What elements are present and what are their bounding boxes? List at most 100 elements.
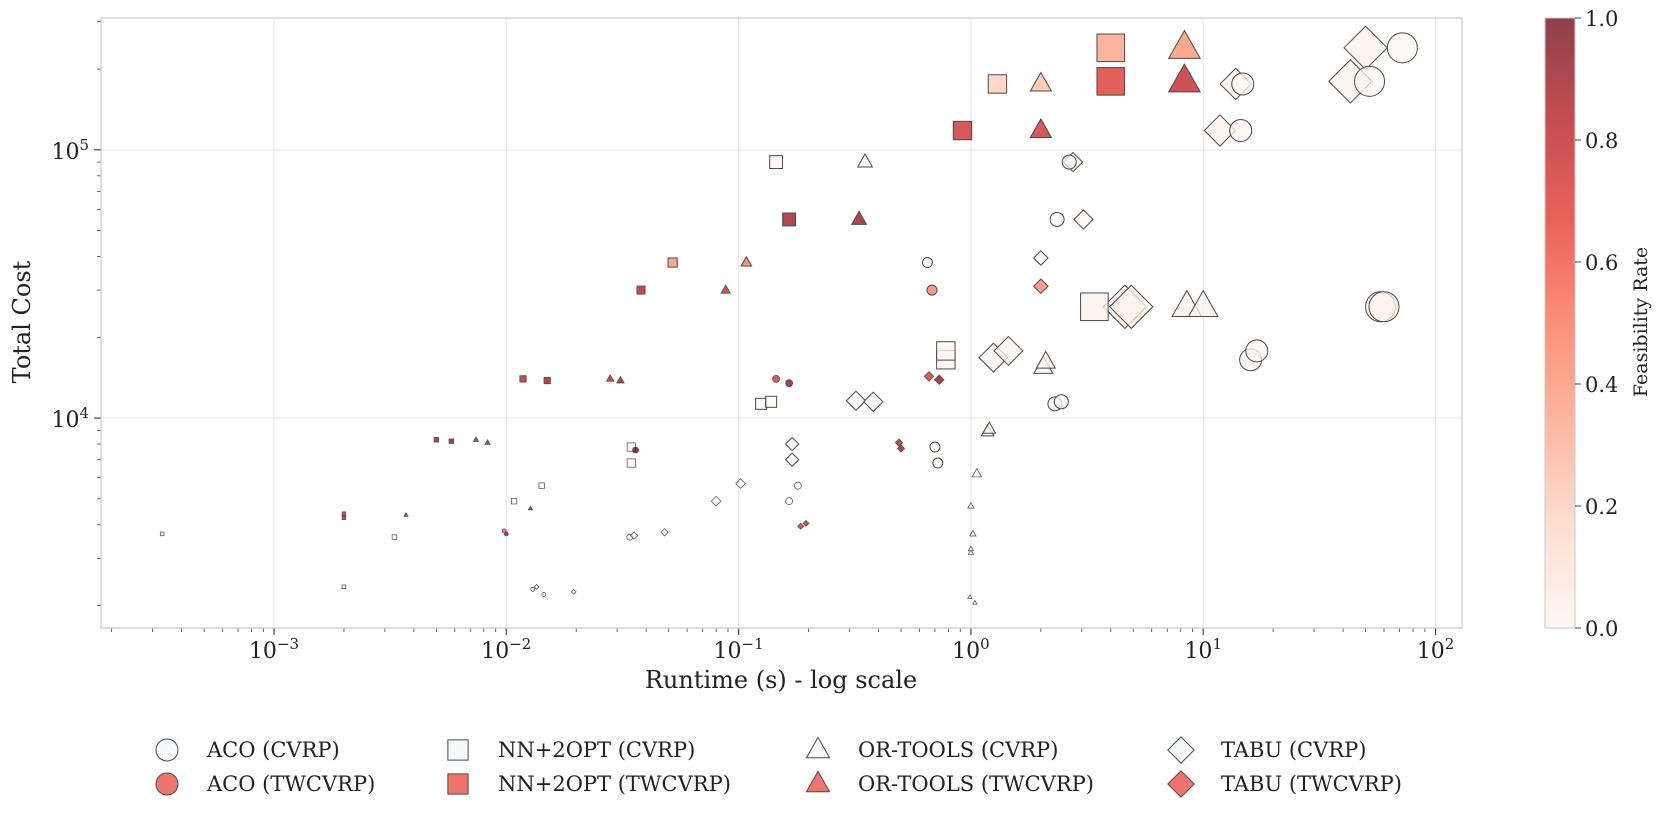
point-or-tools-cvrp [967,501,975,509]
plot-area: 10−3 10−2 10−1 100 101 102 104 105 [51,17,1463,664]
legend-label: OR-TOOLS (TWCVRP) [858,772,1094,796]
point-or-tools-cvrp [971,467,983,478]
point-or-tools-cvrp [967,549,975,555]
legend-marker-or-tools-cvrp [805,736,831,759]
point-or-tools-cvrp [967,594,973,599]
point-or-tools-twcvrp [720,284,732,294]
point-nn-2opt-twcvrp [636,285,646,295]
point-or-tools-twcvrp [472,436,480,442]
point-tabu-twcvrp [933,374,945,386]
point-nn-2opt-twcvrp [987,74,1008,94]
point-tabu-cvrp [660,528,669,537]
x-tick-label: 10−2 [481,635,531,664]
point-aco-twcvrp [503,531,509,537]
point-tabu-twcvrp [797,522,805,530]
legend-marker-aco-cvrp [155,738,179,762]
legend-marker-or-tools-twcvrp [805,770,831,793]
point-tabu-cvrp [862,391,884,413]
point-aco-cvrp [1053,394,1069,410]
point-nn-2opt-twcvrp [1096,67,1126,96]
point-or-tools-twcvrp [740,255,753,267]
point-aco-twcvrp [632,446,639,454]
point-nn-2opt-twcvrp [952,120,973,141]
point-nn-2opt-twcvrp [543,376,551,385]
point-tabu-cvrp [533,583,540,590]
point-aco-cvrp [785,497,793,506]
colorbar-tick-label: 0.2 [1585,495,1618,519]
point-nn-2opt-cvrp [510,498,518,505]
point-aco-cvrp [1245,339,1269,363]
point-nn-2opt-twcvrp [341,515,347,520]
legend-marker-nn-2opt-cvrp [447,739,469,761]
point-tabu-cvrp [570,588,577,595]
colorbar-tick-label: 0.0 [1585,617,1618,641]
point-aco-twcvrp [785,379,793,387]
point-aco-twcvrp [926,284,938,296]
point-tabu-twcvrp [923,371,935,382]
point-or-tools-twcvrp [850,210,868,225]
point-aco-cvrp [1229,119,1253,143]
point-aco-cvrp [929,441,941,453]
point-aco-twcvrp [772,375,780,383]
plot-frame [100,17,1463,629]
point-tabu-cvrp [1073,209,1094,230]
x-tick-label: 10−1 [714,635,764,664]
legend-label: TABU (CVRP) [1221,738,1366,762]
point-nn-2opt-cvrp [936,341,956,361]
point-nn-2opt-cvrp [538,482,545,489]
legend-label: TABU (TWCVRP) [1221,772,1402,796]
point-or-tools-cvrp [982,421,997,434]
point-nn-2opt-cvrp [765,395,778,408]
point-nn-2opt-twcvrp [667,257,678,268]
point-aco-cvrp [1049,211,1065,227]
point-or-tools-twcvrp [1029,118,1053,139]
legend-label: NN+2OPT (TWCVRP) [498,772,731,796]
point-tabu-twcvrp [896,444,906,453]
point-nn-2opt-cvrp [755,397,768,410]
point-or-tools-twcvrp [527,505,534,511]
legend-label: ACO (TWCVRP) [206,772,375,796]
y-tick-label: 105 [51,136,89,165]
point-nn-2opt-twcvrp [341,511,347,516]
point-nn-2opt-twcvrp [782,212,797,227]
point-tabu-cvrp [630,531,639,540]
y-tick-label: 104 [51,404,89,433]
point-or-tools-cvrp [1035,350,1057,369]
point-nn-2opt-cvrp [391,534,398,540]
point-aco-cvrp [1386,32,1418,64]
point-tabu-cvrp [784,452,800,467]
point-or-tools-cvrp [1187,289,1219,318]
x-tick-label: 10−3 [249,635,299,664]
point-aco-cvrp [921,257,933,269]
point-tabu-cvrp [1203,114,1237,147]
legend: ACO (CVRP) ACO (TWCVRP) NN+2OPT (CVRP) NN+2… [155,736,1402,798]
colorbar-gradient [1544,17,1576,629]
point-nn-2opt-twcvrp [448,438,455,444]
point-nn-2opt-twcvrp [519,375,527,383]
point-tabu-cvrp [710,495,722,507]
y-axis-title: Total Cost [8,260,36,383]
point-tabu-cvrp [1032,250,1049,266]
point-or-tools-twcvrp [1167,29,1202,59]
colorbar: 0.0 0.2 0.4 0.6 0.8 1.0 [1544,7,1618,641]
colorbar-title: Feasibility Rate [1630,247,1652,397]
point-or-tools-cvrp [969,529,977,537]
x-tick-label: 100 [952,635,990,664]
point-tabu-cvrp [845,390,867,412]
point-or-tools-twcvrp [616,375,625,384]
point-tabu-cvrp [735,478,746,489]
colorbar-tick-label: 0.6 [1585,251,1618,275]
point-or-tools-cvrp [856,153,874,168]
legend-label: ACO (CVRP) [206,738,340,762]
x-axis-title: Runtime (s) - log scale [645,666,917,694]
x-tick-label: 102 [1417,635,1455,664]
point-aco-cvrp [794,481,802,490]
point-or-tools-twcvrp [403,512,409,517]
colorbar-tick-label: 1.0 [1585,7,1618,31]
point-nn-2opt-cvrp [626,458,636,468]
point-tabu-cvrp [1108,284,1154,330]
legend-marker-tabu-cvrp [1167,736,1195,764]
point-aco-cvrp [530,586,536,592]
point-tabu-twcvrp [894,438,904,447]
